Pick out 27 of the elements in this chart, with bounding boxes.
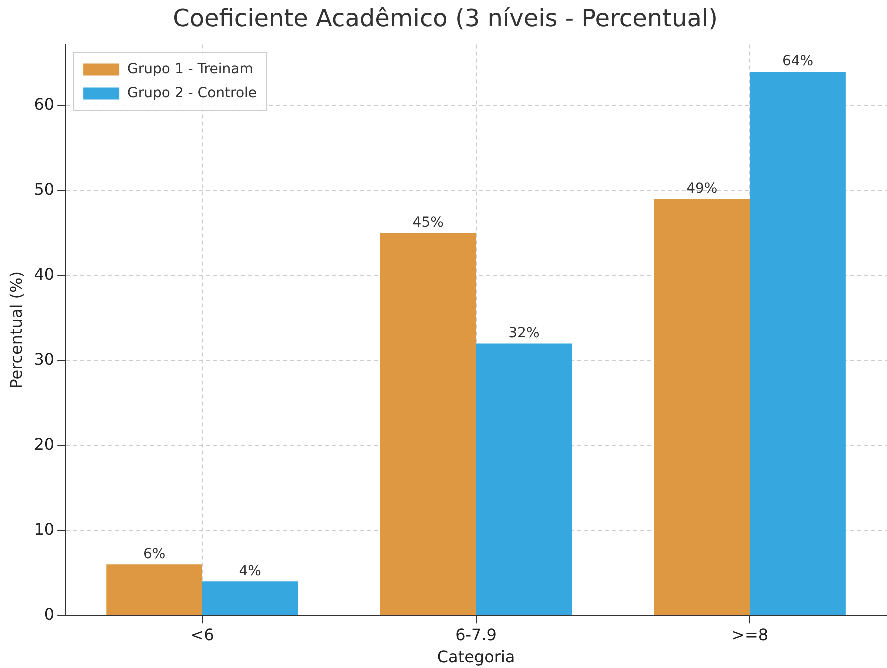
bar [476,344,572,616]
y-tick-label: 60 [34,95,55,114]
y-tick-label: 20 [34,434,55,454]
bar [380,233,476,616]
data-label: 4% [239,563,262,580]
bar [106,564,202,616]
y-tick-label: 0 [44,604,55,624]
bar [202,582,298,616]
x-tick-label: >=8 [732,625,769,644]
y-tick-label: 10 [34,520,55,539]
chart-title: Coeficiente Acadêmico (3 níveis - Percentual) [173,4,718,33]
data-label: 32% [508,325,540,342]
y-axis-title: Percentual (%) [6,272,26,389]
legend-label: Grupo 2 - Controle [128,85,258,102]
x-tick-label: <6 [190,625,214,644]
data-label: 49% [686,181,718,198]
y-tick-label: 30 [34,350,55,369]
data-label: 45% [412,215,444,232]
data-label: 64% [782,54,814,70]
bar [750,72,846,616]
y-tick-label: 40 [34,264,55,284]
legend-label: Grupo 1 - Treinam [128,61,254,78]
x-tick-label: 6-7.9 [456,625,497,644]
data-label: 6% [143,546,166,562]
x-axis-title: Categoria [437,648,516,667]
y-tick-label: 50 [34,180,55,200]
bar [654,199,750,616]
